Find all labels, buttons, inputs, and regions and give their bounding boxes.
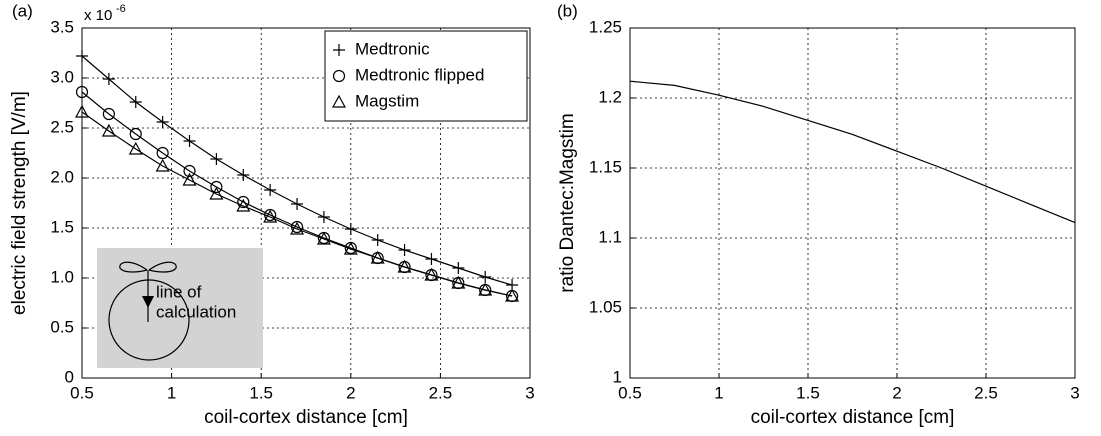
y-tick-label: 2.0 xyxy=(50,167,74,186)
y-tick-label: 0 xyxy=(65,367,74,386)
panel-label: (b) xyxy=(557,1,578,20)
marker xyxy=(263,209,278,223)
annotation: line of xyxy=(156,282,202,301)
marker xyxy=(370,250,385,264)
marker xyxy=(371,234,384,246)
marker xyxy=(397,259,412,273)
x-tick-label: 2.5 xyxy=(429,383,453,402)
marker xyxy=(343,241,358,255)
marker xyxy=(102,107,115,121)
plot-frame xyxy=(629,27,1076,379)
data-line xyxy=(629,80,1076,224)
marker xyxy=(424,267,439,281)
y-axis-label: electric field strength [V/m] xyxy=(9,91,30,315)
legend-label: Medtronic xyxy=(355,39,430,58)
y-tick-label: 1.5 xyxy=(50,217,74,236)
marker xyxy=(317,211,330,223)
data-line xyxy=(81,111,513,297)
y-tick-label: 2.5 xyxy=(50,117,74,136)
marker xyxy=(479,271,492,283)
y-tick-label: 1.0 xyxy=(50,267,74,286)
y-tick-label: 1.1 xyxy=(598,227,622,246)
marker xyxy=(236,198,251,212)
marker xyxy=(76,50,88,62)
multiplier-exponent: -6 xyxy=(116,3,126,15)
legend-marker xyxy=(331,94,347,108)
marker xyxy=(101,123,116,137)
inset-head xyxy=(108,279,190,361)
x-tick-label: 1.5 xyxy=(796,383,820,402)
marker xyxy=(291,198,304,210)
multiplier: x 10 xyxy=(84,7,112,24)
legend-marker xyxy=(333,44,345,56)
x-axis-label: coil-cortex distance [cm] xyxy=(751,407,955,428)
marker xyxy=(264,184,277,196)
legend-box xyxy=(324,30,528,122)
marker xyxy=(182,172,197,186)
marker xyxy=(478,282,493,296)
marker xyxy=(398,244,411,256)
marker xyxy=(290,221,305,235)
x-axis-label: coil-cortex distance [cm] xyxy=(204,407,408,428)
x-tick-label: 0.5 xyxy=(618,383,642,402)
marker xyxy=(129,127,142,141)
marker xyxy=(102,73,115,85)
plot-frame xyxy=(81,27,531,379)
x-tick-label: 2 xyxy=(892,383,901,402)
x-tick-label: 1.5 xyxy=(249,383,273,402)
y-tick-label: 1 xyxy=(613,367,622,386)
marker xyxy=(451,275,466,289)
x-tick-label: 1 xyxy=(714,383,723,402)
inset-coil xyxy=(119,261,177,273)
y-tick-label: 3.0 xyxy=(50,67,74,86)
x-tick-label: 1 xyxy=(167,383,176,402)
y-tick-label: 1.05 xyxy=(589,297,622,316)
y-axis-label: ratio Dantec:Magstim xyxy=(557,113,578,293)
x-tick-label: 0.5 xyxy=(70,383,94,402)
marker xyxy=(316,231,331,245)
marker xyxy=(237,195,250,209)
marker xyxy=(74,104,90,118)
marker xyxy=(344,223,357,235)
marker xyxy=(183,135,196,147)
marker xyxy=(505,288,520,302)
y-tick-label: 0.5 xyxy=(50,317,74,336)
legend-label: Medtronic flipped xyxy=(355,65,484,84)
y-tick-label: 1.2 xyxy=(598,87,622,106)
inset-box xyxy=(97,248,263,368)
y-tick-label: 1.15 xyxy=(589,157,622,176)
y-tick-label: 3.5 xyxy=(50,17,74,36)
marker xyxy=(128,141,143,155)
x-tick-label: 3 xyxy=(525,383,534,402)
marker xyxy=(425,253,438,265)
x-tick-label: 2 xyxy=(346,383,355,402)
legend-marker xyxy=(332,69,346,83)
marker xyxy=(156,116,169,128)
x-tick-label: 3 xyxy=(1070,383,1079,402)
panel-label: (a) xyxy=(12,1,33,20)
marker xyxy=(183,164,196,178)
x-tick-label: 2.5 xyxy=(974,383,998,402)
annotation: calculation xyxy=(156,302,236,321)
marker xyxy=(156,146,169,160)
legend-label: Magstim xyxy=(355,91,419,110)
marker xyxy=(210,153,223,165)
marker xyxy=(237,169,250,181)
marker xyxy=(209,186,224,200)
marker xyxy=(75,85,89,99)
marker xyxy=(129,96,142,108)
inset-arrow xyxy=(142,296,154,308)
marker xyxy=(210,180,223,194)
marker xyxy=(452,262,465,274)
marker xyxy=(155,158,170,172)
y-tick-label: 1.25 xyxy=(589,17,622,36)
